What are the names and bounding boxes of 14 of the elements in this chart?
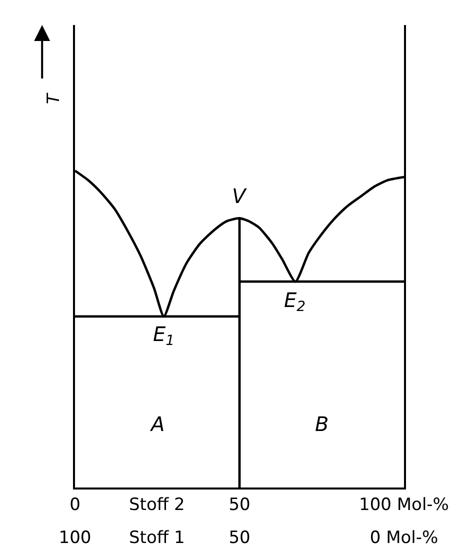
annotation: E$_{2}$: [284, 288, 306, 316]
x2-tick-label: 100: [58, 528, 92, 548]
x2-tick-label: 50: [228, 528, 250, 548]
annotation: B: [315, 412, 329, 436]
x-tick-label: 100 Mol-%: [359, 494, 449, 515]
x2-tick-label: 0 Mol-%: [370, 528, 438, 548]
annotation: E$_{1}$: [153, 322, 175, 350]
x2-axis-title: Stoff 1: [129, 528, 185, 548]
annotation: A: [149, 412, 165, 436]
x-axis-title: Stoff 2: [129, 495, 185, 515]
y-axis-title: T: [44, 92, 64, 104]
x-tick-label: 50: [228, 494, 250, 515]
x-tick-label: 0: [70, 494, 80, 515]
annotation: V: [232, 184, 247, 208]
